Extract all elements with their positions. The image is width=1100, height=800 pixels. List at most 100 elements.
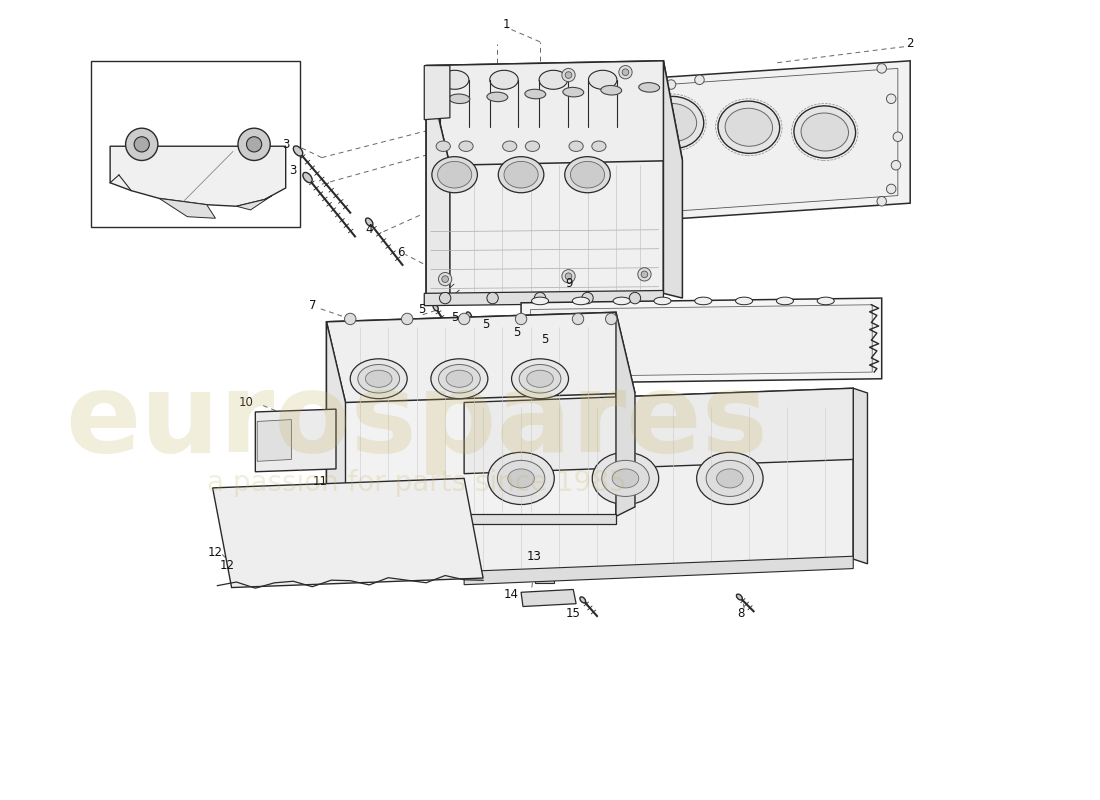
Circle shape xyxy=(427,73,440,86)
Circle shape xyxy=(887,94,896,103)
Text: 3: 3 xyxy=(282,138,289,151)
Ellipse shape xyxy=(736,594,743,600)
Ellipse shape xyxy=(487,92,508,102)
Text: 5: 5 xyxy=(513,326,520,338)
Ellipse shape xyxy=(531,297,549,305)
Polygon shape xyxy=(626,61,910,222)
Ellipse shape xyxy=(498,157,543,193)
Ellipse shape xyxy=(588,70,617,90)
Bar xyxy=(536,571,554,583)
Ellipse shape xyxy=(525,90,546,98)
Bar xyxy=(91,61,300,227)
Text: 10: 10 xyxy=(239,396,253,409)
Ellipse shape xyxy=(134,137,150,152)
Ellipse shape xyxy=(602,460,649,497)
Ellipse shape xyxy=(440,70,469,90)
Ellipse shape xyxy=(350,359,407,398)
Ellipse shape xyxy=(433,304,438,311)
Ellipse shape xyxy=(436,141,450,151)
Ellipse shape xyxy=(490,70,518,90)
Text: 13: 13 xyxy=(527,550,542,562)
Circle shape xyxy=(629,292,640,304)
Ellipse shape xyxy=(503,141,517,151)
Ellipse shape xyxy=(736,297,752,305)
Ellipse shape xyxy=(572,297,590,305)
Ellipse shape xyxy=(365,218,373,226)
Circle shape xyxy=(582,292,593,304)
Ellipse shape xyxy=(504,162,538,188)
Circle shape xyxy=(887,184,896,194)
Circle shape xyxy=(605,314,617,325)
Circle shape xyxy=(487,292,498,304)
Polygon shape xyxy=(521,298,882,383)
Ellipse shape xyxy=(718,101,780,154)
Ellipse shape xyxy=(439,365,481,393)
Ellipse shape xyxy=(592,141,606,151)
Circle shape xyxy=(562,270,575,283)
Circle shape xyxy=(877,197,887,206)
Text: 2: 2 xyxy=(906,38,914,50)
Circle shape xyxy=(667,80,675,90)
Ellipse shape xyxy=(246,137,262,152)
Ellipse shape xyxy=(497,460,544,497)
Ellipse shape xyxy=(569,141,583,151)
Ellipse shape xyxy=(527,370,553,387)
Ellipse shape xyxy=(427,258,434,266)
Text: 5: 5 xyxy=(451,310,459,323)
Circle shape xyxy=(562,69,575,82)
Ellipse shape xyxy=(438,162,472,188)
Ellipse shape xyxy=(459,141,473,151)
Ellipse shape xyxy=(358,365,399,393)
Ellipse shape xyxy=(294,146,302,156)
Text: 5: 5 xyxy=(418,303,425,316)
Ellipse shape xyxy=(716,469,744,488)
Text: 4: 4 xyxy=(365,223,373,236)
Ellipse shape xyxy=(592,452,659,505)
Ellipse shape xyxy=(466,312,472,318)
Text: 9: 9 xyxy=(564,278,572,290)
Circle shape xyxy=(439,273,452,286)
Circle shape xyxy=(891,161,901,170)
Polygon shape xyxy=(255,409,336,472)
Ellipse shape xyxy=(777,297,793,305)
Ellipse shape xyxy=(497,319,503,326)
Circle shape xyxy=(402,314,412,325)
Polygon shape xyxy=(327,312,635,402)
Polygon shape xyxy=(426,61,682,166)
Circle shape xyxy=(539,568,550,579)
Circle shape xyxy=(442,276,449,282)
Circle shape xyxy=(228,560,235,568)
Text: 14: 14 xyxy=(504,588,519,601)
Ellipse shape xyxy=(539,70,568,90)
Polygon shape xyxy=(236,196,272,210)
Polygon shape xyxy=(640,69,898,214)
Text: eurospares: eurospares xyxy=(65,368,768,475)
Ellipse shape xyxy=(601,86,621,95)
Circle shape xyxy=(439,292,451,304)
Polygon shape xyxy=(426,66,450,298)
Circle shape xyxy=(695,75,704,85)
Ellipse shape xyxy=(695,297,712,305)
Circle shape xyxy=(640,200,649,210)
Text: 5: 5 xyxy=(541,334,549,346)
Ellipse shape xyxy=(564,157,611,193)
Ellipse shape xyxy=(238,128,271,161)
Polygon shape xyxy=(464,388,854,574)
Ellipse shape xyxy=(449,94,470,103)
Ellipse shape xyxy=(508,469,535,488)
Circle shape xyxy=(638,268,651,281)
Polygon shape xyxy=(854,388,868,564)
Circle shape xyxy=(638,87,647,97)
Circle shape xyxy=(623,69,629,75)
Polygon shape xyxy=(327,322,345,516)
Ellipse shape xyxy=(580,597,585,603)
Circle shape xyxy=(239,571,246,579)
Circle shape xyxy=(535,292,546,304)
Circle shape xyxy=(344,314,356,325)
Text: 7: 7 xyxy=(308,299,316,312)
Polygon shape xyxy=(160,198,216,218)
Ellipse shape xyxy=(432,157,477,193)
Ellipse shape xyxy=(488,452,554,505)
Circle shape xyxy=(668,204,678,214)
Polygon shape xyxy=(326,514,616,524)
